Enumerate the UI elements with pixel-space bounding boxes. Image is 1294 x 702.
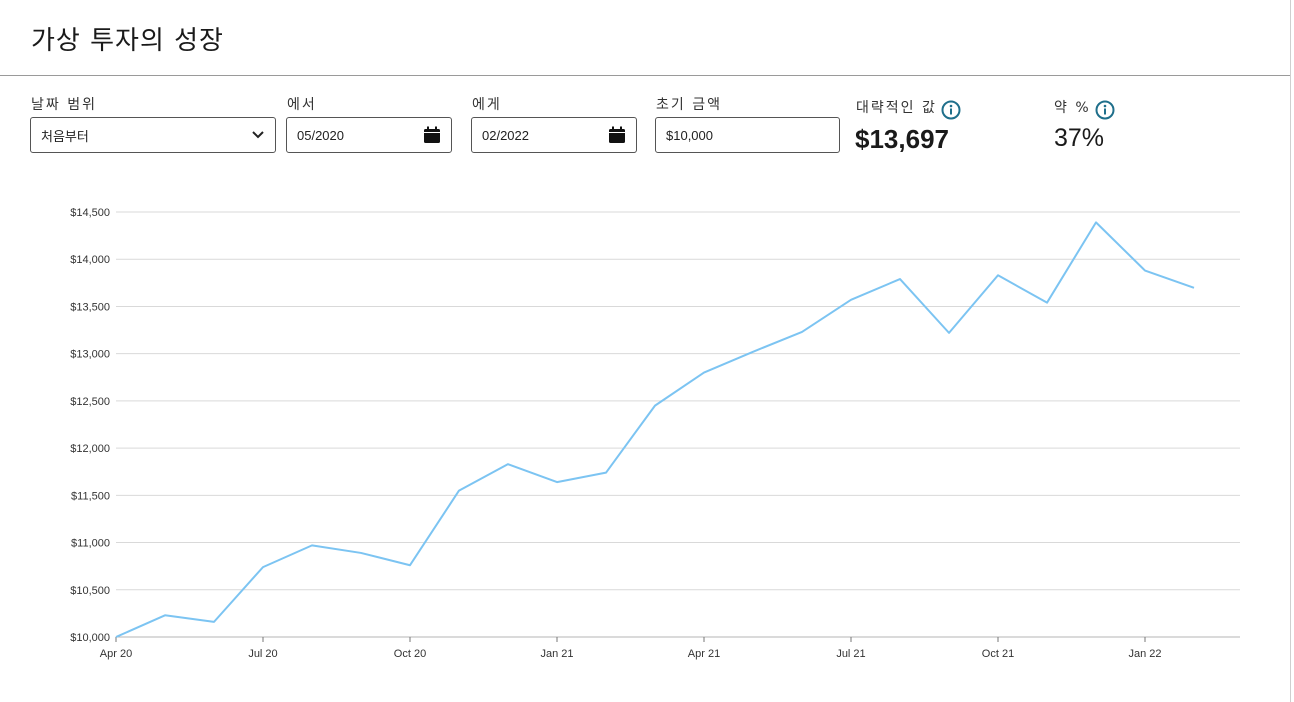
right-edge-divider [1290,0,1291,702]
data-point [996,273,1000,277]
series-line [115,221,1195,638]
data-point [604,471,608,475]
data-point [751,350,755,354]
y-tick-label: $14,000 [70,254,110,266]
data-point [506,462,510,466]
chart-series [114,220,1196,639]
approx-value-label-row: 대략적인 값 [856,94,961,120]
x-tick-label: Jul 20 [248,648,277,660]
data-point [359,551,363,555]
y-tick-label: $13,000 [70,349,110,361]
data-point [947,331,951,335]
approx-value: $13,697 [855,124,949,154]
y-tick-label: $14,500 [70,207,110,219]
header-divider [0,75,1291,76]
calendar-icon[interactable] [608,126,626,144]
to-date-label: 에게 [472,97,502,113]
x-tick-label: Jul 21 [836,648,865,660]
data-point [555,480,559,484]
y-tick-label: $11,000 [71,538,110,550]
data-point [212,620,216,624]
data-point [310,543,314,547]
approx-percent: 37% [1054,124,1105,152]
data-point [408,563,412,567]
calendar-icon[interactable] [423,126,441,144]
chart-gridlines [116,211,1240,638]
data-point [1094,220,1098,224]
y-tick-label: $13,500 [70,301,110,313]
x-tick-label: Oct 20 [394,648,426,660]
y-tick-label: $10,000 [70,632,110,644]
data-point [849,298,853,302]
y-tick-label: $12,500 [70,396,110,408]
x-tick-label: Jan 22 [1128,648,1161,660]
date-range-value: 처음부터 [41,128,89,144]
approx-percent-label: 약 % [1054,100,1091,116]
y-tick-label: $12,000 [70,443,110,455]
chevron-down-icon [251,130,265,140]
to-date-input[interactable]: 02/2022 [471,117,637,153]
data-point [1045,301,1049,305]
data-point [163,613,167,617]
data-point [702,371,706,375]
y-tick-label: $11,500 [71,490,110,502]
x-tick-label: Jan 21 [540,648,573,660]
x-tick-label: Oct 21 [982,648,1014,660]
chart-x-axis: Apr 20 Jul 20 Oct 20 Jan 21 Apr 21 Jul 21 Oct … [100,637,1162,660]
growth-line-chart: $10,000 $10,500 $11,000 $11,500 $12,000 $12,5… [70,207,1240,660]
info-icon[interactable] [941,100,961,120]
data-point [653,404,657,408]
x-tick-label: Apr 20 [100,648,132,660]
from-date-label: 에서 [287,97,317,113]
info-icon[interactable] [1095,100,1115,120]
data-point [114,635,118,639]
date-range-select[interactable]: 처음부터 [30,117,276,153]
initial-amount-input[interactable]: $10,000 [655,117,840,153]
data-point [1192,286,1196,290]
y-tick-label: $10,500 [70,585,110,597]
from-date-input[interactable]: 05/2020 [286,117,452,153]
data-point [261,565,265,569]
x-tick-label: Apr 21 [688,648,720,660]
approx-value-label: 대략적인 값 [856,100,937,116]
page-title: 가상 투자의 성장 [31,26,224,56]
approx-percent-label-row: 약 % [1054,94,1115,120]
date-range-label: 날짜 범위 [31,97,97,113]
data-point [457,489,461,493]
to-date-value: 02/2022 [482,127,529,143]
from-date-value: 05/2020 [297,127,344,143]
initial-amount-value: $10,000 [666,127,713,143]
data-point [800,330,804,334]
chart-y-axis: $10,000 $10,500 $11,000 $11,500 $12,000 $12,5… [70,207,110,644]
data-point [1143,269,1147,273]
initial-amount-label: 초기 금액 [656,97,722,113]
data-point [898,277,902,281]
